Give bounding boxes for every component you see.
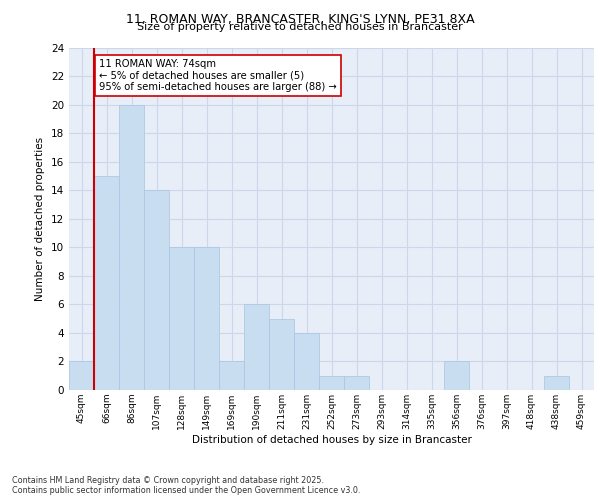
Bar bbox=[144, 190, 169, 390]
Bar bbox=[94, 176, 119, 390]
Bar bbox=[119, 104, 144, 390]
Bar bbox=[269, 318, 294, 390]
Text: 11, ROMAN WAY, BRANCASTER, KING'S LYNN, PE31 8XA: 11, ROMAN WAY, BRANCASTER, KING'S LYNN, … bbox=[125, 12, 475, 26]
Text: 11 ROMAN WAY: 74sqm
← 5% of detached houses are smaller (5)
95% of semi-detached: 11 ROMAN WAY: 74sqm ← 5% of detached hou… bbox=[99, 59, 337, 92]
Bar bbox=[194, 248, 219, 390]
Bar bbox=[69, 362, 94, 390]
Y-axis label: Number of detached properties: Number of detached properties bbox=[35, 136, 46, 301]
X-axis label: Distribution of detached houses by size in Brancaster: Distribution of detached houses by size … bbox=[191, 434, 472, 444]
Bar bbox=[319, 376, 344, 390]
Bar bbox=[294, 333, 319, 390]
Bar bbox=[219, 362, 244, 390]
Bar bbox=[544, 376, 569, 390]
Bar bbox=[244, 304, 269, 390]
Bar bbox=[169, 248, 194, 390]
Bar bbox=[344, 376, 369, 390]
Text: Size of property relative to detached houses in Brancaster: Size of property relative to detached ho… bbox=[137, 22, 463, 32]
Bar bbox=[444, 362, 469, 390]
Text: Contains HM Land Registry data © Crown copyright and database right 2025.
Contai: Contains HM Land Registry data © Crown c… bbox=[12, 476, 361, 495]
